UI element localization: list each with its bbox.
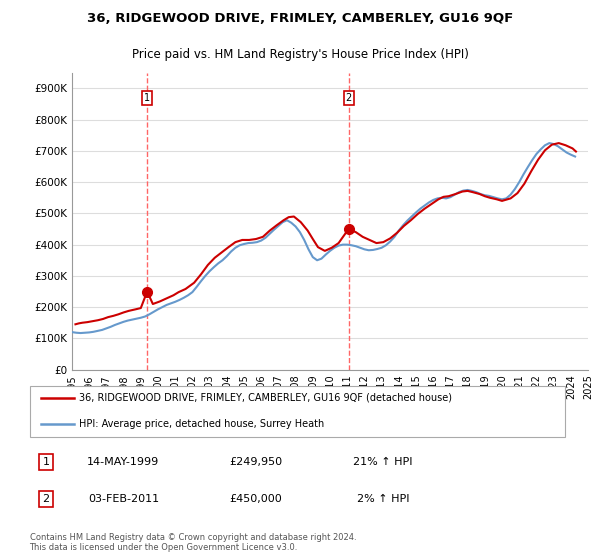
Text: 1: 1	[144, 93, 150, 103]
Text: 14-MAY-1999: 14-MAY-1999	[87, 457, 160, 467]
Text: £450,000: £450,000	[229, 494, 282, 504]
Text: 03-FEB-2011: 03-FEB-2011	[88, 494, 159, 504]
Text: 2: 2	[346, 93, 352, 103]
Text: 21% ↑ HPI: 21% ↑ HPI	[353, 457, 413, 467]
Text: 36, RIDGEWOOD DRIVE, FRIMLEY, CAMBERLEY, GU16 9QF: 36, RIDGEWOOD DRIVE, FRIMLEY, CAMBERLEY,…	[87, 12, 513, 25]
Text: £249,950: £249,950	[229, 457, 283, 467]
Text: Contains HM Land Registry data © Crown copyright and database right 2024.
This d: Contains HM Land Registry data © Crown c…	[29, 533, 356, 552]
Text: 2% ↑ HPI: 2% ↑ HPI	[356, 494, 409, 504]
Text: Price paid vs. HM Land Registry's House Price Index (HPI): Price paid vs. HM Land Registry's House …	[131, 48, 469, 61]
Text: 1: 1	[43, 457, 50, 467]
FancyBboxPatch shape	[29, 386, 565, 437]
Text: 36, RIDGEWOOD DRIVE, FRIMLEY, CAMBERLEY, GU16 9QF (detached house): 36, RIDGEWOOD DRIVE, FRIMLEY, CAMBERLEY,…	[79, 393, 452, 403]
Text: HPI: Average price, detached house, Surrey Heath: HPI: Average price, detached house, Surr…	[79, 419, 325, 429]
Text: 2: 2	[43, 494, 50, 504]
